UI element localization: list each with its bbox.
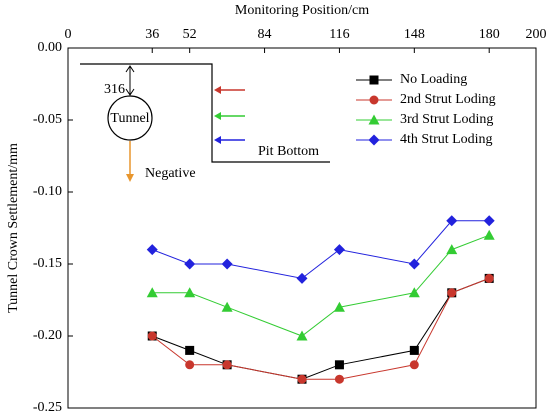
series-line — [151, 277, 490, 380]
marker — [483, 215, 495, 227]
arrow-head — [214, 112, 221, 120]
inset-diagram — [80, 63, 330, 182]
marker — [296, 330, 308, 341]
arrow-head — [126, 174, 134, 182]
legend-marker — [369, 75, 379, 85]
marker — [221, 258, 233, 270]
marker — [185, 345, 195, 355]
pit-outline — [80, 63, 330, 163]
series-line — [152, 234, 490, 337]
marker — [221, 301, 233, 312]
plot-frame — [67, 47, 537, 409]
marker — [333, 244, 345, 256]
y-axis-label: Tunnel Crown Settlement/mm — [6, 143, 21, 313]
marker — [409, 360, 419, 370]
marker — [296, 272, 308, 284]
arrow-head — [125, 65, 135, 73]
marker — [446, 215, 458, 227]
x-tick-label: 36 — [145, 27, 159, 42]
depth-label: 316 — [104, 82, 125, 97]
x-tick-label: 52 — [183, 27, 197, 42]
y-tick-label: -0.20 — [33, 328, 62, 343]
x-tick-label: 148 — [404, 27, 425, 42]
marker — [184, 287, 196, 298]
legend-marker — [369, 95, 379, 105]
x-tick-label: 84 — [258, 27, 272, 42]
pit-label: Pit Bottom — [258, 144, 319, 159]
y-tick-label: -0.25 — [33, 400, 62, 415]
x-tick-label: 200 — [526, 27, 547, 42]
marker — [334, 360, 344, 370]
legend-label: No Loading — [400, 72, 467, 87]
legend-label: 4th Strut Loding — [400, 132, 493, 147]
marker — [222, 360, 232, 370]
arrow-head — [214, 86, 221, 94]
marker — [483, 229, 495, 240]
legend-marker — [368, 114, 380, 125]
arrow-head — [125, 88, 135, 96]
series-line — [152, 277, 490, 380]
legend-marker — [368, 134, 380, 146]
marker — [408, 287, 420, 298]
marker — [185, 360, 195, 370]
marker — [333, 301, 345, 312]
tunnel-label: Tunnel — [110, 111, 149, 126]
marker — [447, 288, 457, 298]
marker — [146, 287, 158, 298]
marker — [484, 273, 494, 283]
marker — [409, 345, 419, 355]
marker — [184, 258, 196, 270]
marker — [408, 258, 420, 270]
marker — [297, 374, 307, 384]
marker — [334, 374, 344, 384]
legend-label: 2nd Strut Loding — [400, 92, 496, 107]
direction-label: Negative — [145, 166, 196, 181]
series-line — [152, 220, 490, 279]
y-tick-label: -0.15 — [33, 256, 62, 271]
arrow-head — [214, 136, 221, 144]
y-tick-label: -0.10 — [33, 184, 62, 199]
marker — [146, 244, 158, 256]
legend-label: 3rd Strut Loding — [400, 112, 493, 127]
y-tick-label: 0.00 — [38, 40, 63, 55]
y-tick-label: -0.05 — [33, 112, 62, 127]
tunnel-circle — [107, 95, 153, 141]
x-tick-label: 0 — [65, 27, 72, 42]
x-tick-label: 180 — [479, 27, 500, 42]
marker — [446, 244, 458, 255]
x-tick-label: 116 — [329, 27, 349, 42]
x-axis-label: Monitoring Position/cm — [235, 3, 369, 18]
marker — [147, 331, 157, 341]
